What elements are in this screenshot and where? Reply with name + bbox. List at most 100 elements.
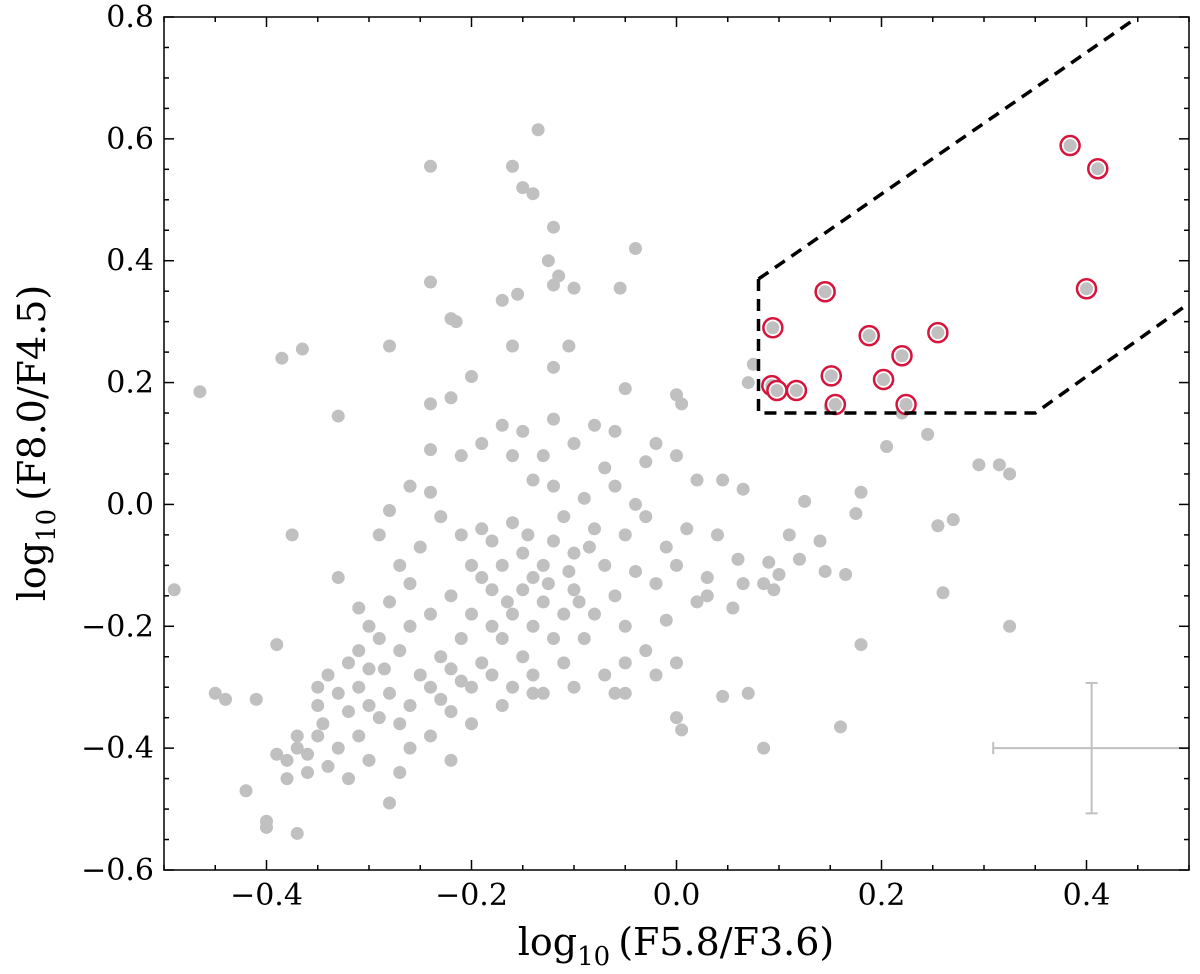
selected-point: [824, 369, 838, 383]
data-point: [403, 619, 417, 633]
data-point: [536, 595, 550, 609]
data-point: [444, 662, 458, 676]
data-point: [383, 595, 396, 609]
y-axis-label: log10(F8.0/F4.5): [10, 285, 62, 602]
data-point: [485, 619, 499, 633]
data-point: [506, 607, 519, 621]
data-point: [746, 357, 760, 371]
data-point: [716, 473, 730, 487]
data-point: [403, 741, 417, 755]
data-point: [301, 766, 314, 780]
y-tick-label: 0.0: [106, 487, 154, 522]
data-point: [311, 729, 325, 743]
data-point: [454, 528, 468, 542]
selected-point: [899, 398, 913, 412]
data-point: [449, 315, 463, 329]
data-point: [793, 552, 806, 566]
data-point: [485, 583, 499, 597]
data-point: [798, 494, 812, 508]
data-point: [424, 485, 437, 499]
data-point: [403, 577, 417, 591]
data-point: [495, 558, 509, 572]
data-point: [972, 458, 986, 472]
data-point: [618, 528, 632, 542]
data-point: [618, 382, 632, 396]
data-point: [736, 482, 750, 496]
data-point: [629, 564, 642, 578]
data-point: [782, 528, 796, 542]
data-point: [726, 601, 740, 615]
y-tick-label: −0.4: [81, 731, 154, 766]
data-point: [352, 680, 366, 694]
data-point: [331, 571, 345, 585]
data-point: [372, 711, 386, 725]
x-tick-label: 0.0: [653, 878, 701, 913]
points-layer: [167, 123, 1017, 840]
x-axis-label: log10 (F5.8/F3.6): [518, 920, 835, 972]
data-point: [424, 443, 437, 457]
data-point: [424, 397, 437, 411]
selected-point: [770, 383, 784, 397]
selection-region: [756, 17, 1189, 415]
data-point: [562, 339, 576, 353]
data-point: [424, 680, 437, 694]
data-point: [383, 796, 396, 810]
data-point: [372, 631, 386, 645]
data-point: [352, 644, 366, 658]
data-point: [342, 705, 355, 719]
data-point: [618, 619, 632, 633]
data-point: [372, 528, 386, 542]
data-point: [208, 686, 222, 700]
selected-point: [818, 285, 832, 299]
data-point: [598, 461, 612, 475]
y-tick-label: 0.8: [106, 0, 154, 35]
selection-boundary-lower: [756, 278, 1189, 415]
data-point: [536, 558, 550, 572]
y-tick-label: 0.4: [106, 244, 154, 279]
data-point: [465, 717, 478, 731]
data-point: [295, 342, 309, 356]
data-point: [618, 656, 632, 670]
data-point: [608, 424, 622, 438]
data-point: [608, 589, 622, 603]
data-point: [485, 668, 499, 682]
data-point: [639, 455, 653, 469]
selected-points-layer: [761, 134, 1109, 416]
data-point: [849, 507, 863, 521]
data-point: [444, 705, 458, 719]
data-point: [393, 717, 407, 731]
data-point: [598, 668, 612, 682]
data-point: [301, 747, 314, 761]
data-point: [362, 662, 376, 676]
data-point: [495, 698, 509, 712]
data-point: [526, 686, 540, 700]
data-point: [567, 583, 581, 597]
selected-point: [895, 349, 909, 363]
data-point: [500, 595, 514, 609]
data-point: [270, 638, 284, 652]
data-point: [541, 254, 555, 268]
data-point: [516, 181, 530, 195]
data-point: [413, 540, 427, 554]
data-point: [880, 440, 894, 454]
selected-point: [766, 321, 780, 335]
data-point: [629, 497, 642, 511]
data-point: [516, 583, 530, 597]
data-point: [757, 577, 771, 591]
data-point: [495, 631, 509, 645]
data-point: [649, 577, 663, 591]
data-point: [506, 680, 519, 694]
data-point: [167, 583, 181, 597]
data-point: [588, 607, 601, 621]
data-point: [331, 409, 345, 423]
data-point: [608, 686, 622, 700]
x-tick-label: −0.4: [230, 878, 303, 913]
data-point: [465, 369, 478, 383]
data-point: [547, 360, 560, 374]
data-point: [193, 385, 207, 399]
data-point: [946, 513, 960, 527]
data-point: [818, 564, 832, 578]
data-point: [541, 577, 555, 591]
y-tick-label: 0.6: [106, 122, 154, 157]
